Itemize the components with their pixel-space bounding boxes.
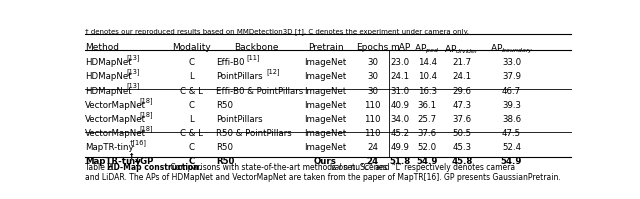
Text: R50: R50 [216,157,235,166]
Text: 52.4: 52.4 [502,143,521,152]
Text: MapTR-tiny: MapTR-tiny [85,143,134,152]
Text: set. “C” and “L” respectively denotes camera: set. “C” and “L” respectively denotes ca… [341,163,515,172]
Text: VectorMapNet: VectorMapNet [85,115,146,124]
Text: 29.6: 29.6 [452,87,472,96]
Text: Pretrain: Pretrain [308,43,343,52]
Text: L: L [189,72,194,81]
Text: [13]: [13] [126,83,140,90]
Text: HDMapNet: HDMapNet [85,72,132,81]
Text: ImageNet: ImageNet [305,143,347,152]
Text: and LiDAR. The APs of HDMapNet and VectorMapNet are taken from the paper of MapT: and LiDAR. The APs of HDMapNet and Vecto… [85,173,561,182]
Text: 24: 24 [367,143,378,152]
Text: Comparisons with state-of-the-art methods on nuScenes: Comparisons with state-of-the-art method… [168,163,389,172]
Text: 33.0: 33.0 [502,58,521,67]
Text: 24.1: 24.1 [390,72,410,81]
Text: 45.8: 45.8 [451,157,472,166]
Text: [18]: [18] [140,97,153,103]
Text: †[16]: †[16] [129,139,147,146]
Text: 51.8: 51.8 [389,157,410,166]
Text: 110: 110 [364,115,381,124]
Text: Effi-B0 & PointPillars: Effi-B0 & PointPillars [216,87,303,96]
Text: 30: 30 [367,58,378,67]
Text: 37.6: 37.6 [418,129,436,138]
Text: [12]: [12] [266,69,280,75]
Text: ImageNet: ImageNet [305,87,347,96]
Text: L: L [189,115,194,124]
Text: 16.3: 16.3 [418,87,436,96]
Text: VectorMapNet: VectorMapNet [85,129,146,138]
Text: 31.0: 31.0 [390,87,410,96]
Text: 10.4: 10.4 [418,72,436,81]
Text: 54.9: 54.9 [417,157,438,166]
Text: [18]: [18] [140,125,153,132]
Text: Backbone: Backbone [234,43,278,52]
Text: Effi-B0: Effi-B0 [216,58,245,67]
Text: 30: 30 [367,72,378,81]
Text: HD-Map construction.: HD-Map construction. [108,163,202,172]
Text: 25.7: 25.7 [418,115,436,124]
Text: C: C [189,58,195,67]
Text: C: C [189,143,195,152]
Text: 40.9: 40.9 [390,101,410,110]
Text: 110: 110 [364,101,381,110]
Text: VectorMapNet: VectorMapNet [85,101,146,110]
Text: AP$_\mathit{ped}$: AP$_\mathit{ped}$ [414,43,440,56]
Text: 45.3: 45.3 [452,143,472,152]
Text: 50.5: 50.5 [452,129,472,138]
Text: PointPillars: PointPillars [216,72,263,81]
Text: Modality: Modality [172,43,211,52]
Text: ImageNet: ImageNet [305,58,347,67]
Text: [13]: [13] [126,69,140,75]
Text: 46.7: 46.7 [502,87,521,96]
Text: Epochs: Epochs [356,43,388,52]
Text: 37.6: 37.6 [452,115,472,124]
Text: 14.4: 14.4 [418,58,436,67]
Text: AP$_\mathit{boundary}$: AP$_\mathit{boundary}$ [490,43,533,56]
Text: ImageNet: ImageNet [305,72,347,81]
Text: ImageNet: ImageNet [305,101,347,110]
Text: Ours: Ours [314,157,337,166]
Text: 38.6: 38.6 [502,115,521,124]
Text: 52.0: 52.0 [418,143,436,152]
Text: Method: Method [85,43,119,52]
Text: 49.9: 49.9 [390,143,410,152]
Text: HDMapNet: HDMapNet [85,58,132,67]
Text: 21.7: 21.7 [452,58,472,67]
Text: ImageNet: ImageNet [305,115,347,124]
Text: [13]: [13] [126,55,140,61]
Text: Table 2.: Table 2. [85,163,116,172]
Text: 54.9: 54.9 [501,157,522,166]
Text: C & L: C & L [180,129,203,138]
Text: 47.3: 47.3 [452,101,472,110]
Text: MapTR-tiny: MapTR-tiny [85,157,141,166]
Text: HDMapNet: HDMapNet [85,87,132,96]
Text: 45.2: 45.2 [390,129,410,138]
Text: R50: R50 [216,143,234,152]
Text: 37.9: 37.9 [502,72,521,81]
Text: ImageNet: ImageNet [305,129,347,138]
Text: val: val [330,163,341,172]
Text: 47.5: 47.5 [502,129,521,138]
Text: [11]: [11] [246,55,260,61]
Text: R50: R50 [216,101,234,110]
Text: R50 & PointPillars: R50 & PointPillars [216,129,292,138]
Text: 24: 24 [367,157,379,166]
Text: C: C [188,157,195,166]
Text: C & L: C & L [180,87,203,96]
Text: 23.0: 23.0 [390,58,410,67]
Text: 24.1: 24.1 [452,72,472,81]
Text: † denotes our reproduced results based on MMDetection3D [†]. C denotes the exper: † denotes our reproduced results based o… [85,28,469,35]
Text: AP$_\mathit{divider}$: AP$_\mathit{divider}$ [444,43,480,56]
Text: 110: 110 [364,129,381,138]
Text: PointPillars: PointPillars [216,115,263,124]
Text: 34.0: 34.0 [390,115,410,124]
Text: †: † [129,153,133,159]
Text: 39.3: 39.3 [502,101,521,110]
Text: 36.1: 36.1 [418,101,436,110]
Text: +GP: +GP [134,157,154,166]
Text: C: C [189,101,195,110]
Text: mAP: mAP [390,43,410,52]
Text: 30: 30 [367,87,378,96]
Text: [18]: [18] [140,111,153,118]
